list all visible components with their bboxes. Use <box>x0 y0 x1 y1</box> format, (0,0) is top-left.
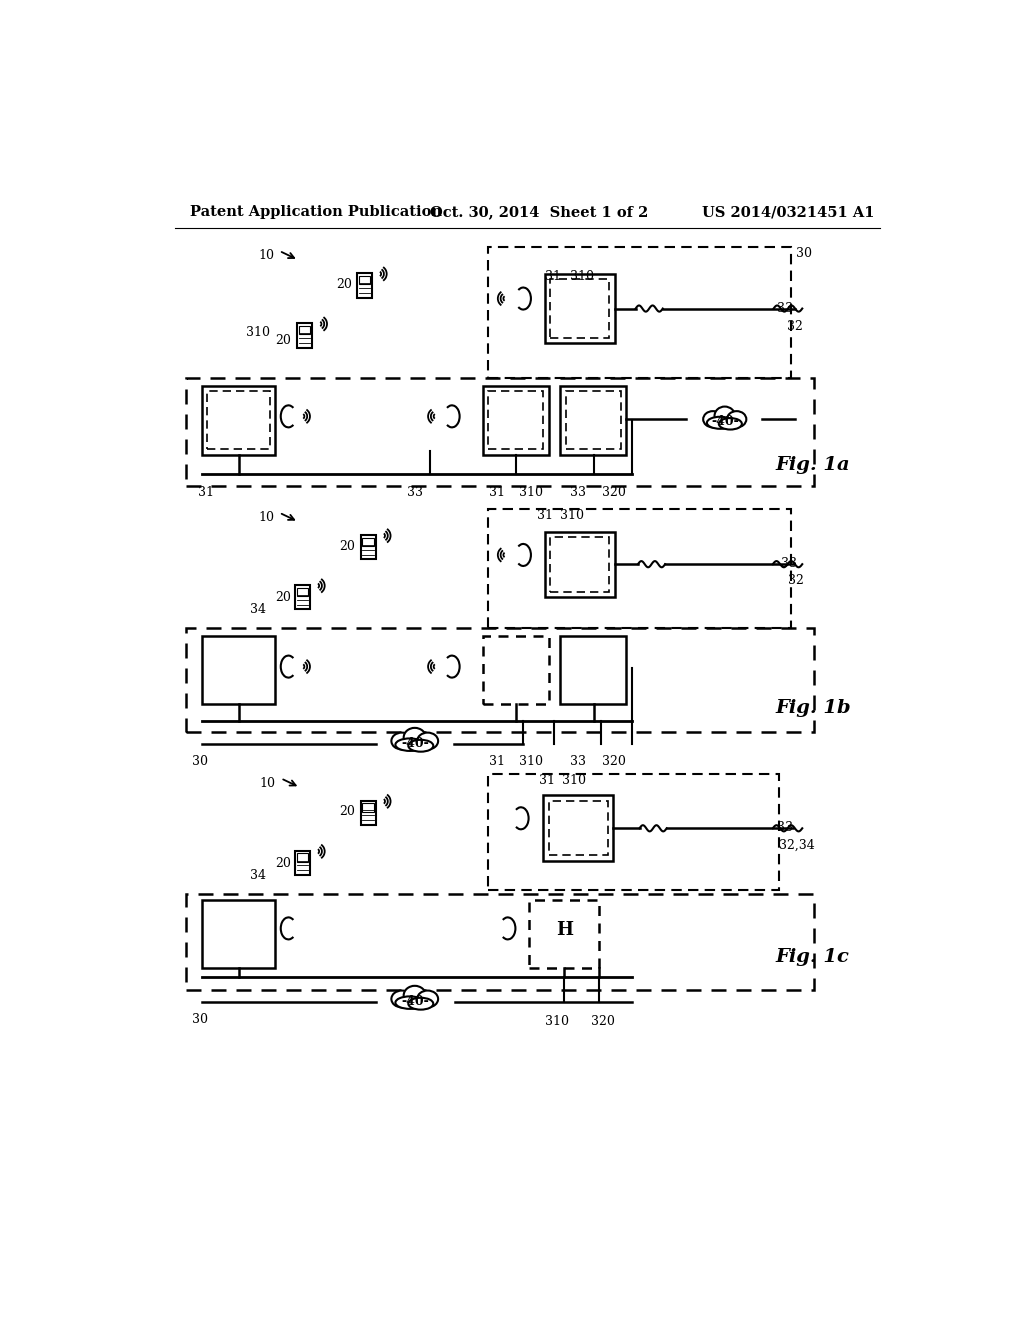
Text: US 2014/0321451 A1: US 2014/0321451 A1 <box>701 206 874 219</box>
Bar <box>202 385 275 455</box>
Bar <box>483 636 549 704</box>
Bar <box>295 585 309 610</box>
Bar <box>186 894 814 990</box>
Text: 20: 20 <box>340 805 355 818</box>
Text: 30: 30 <box>191 1014 208 1026</box>
Text: -40-: -40- <box>400 995 429 1008</box>
Text: 33: 33 <box>780 557 797 570</box>
Bar <box>549 800 607 855</box>
Bar <box>488 775 779 890</box>
Text: 31: 31 <box>489 487 505 499</box>
Bar <box>362 803 374 812</box>
Bar <box>544 795 613 861</box>
Text: Fig. 1a: Fig. 1a <box>775 457 850 474</box>
Text: 320: 320 <box>591 1015 614 1028</box>
Text: -40-: -40- <box>711 416 738 428</box>
Bar <box>360 535 376 560</box>
Text: H: H <box>556 921 572 939</box>
Bar <box>550 280 609 338</box>
Ellipse shape <box>417 733 438 750</box>
Ellipse shape <box>403 986 426 1006</box>
Bar <box>550 537 609 591</box>
Text: 10: 10 <box>258 511 274 524</box>
Ellipse shape <box>409 998 433 1010</box>
Text: -40-: -40- <box>400 737 429 750</box>
Bar <box>560 385 627 455</box>
Text: 30: 30 <box>796 247 812 260</box>
Text: 320: 320 <box>602 487 626 499</box>
Bar <box>488 391 544 449</box>
Text: 33: 33 <box>777 821 794 834</box>
Text: 310: 310 <box>569 271 594 282</box>
Text: 310: 310 <box>560 508 585 521</box>
Bar <box>297 323 312 347</box>
Text: 34: 34 <box>251 603 266 616</box>
Text: 33: 33 <box>569 487 586 499</box>
Text: 10: 10 <box>258 249 274 263</box>
Text: 32: 32 <box>788 574 804 587</box>
Text: 20: 20 <box>340 540 355 553</box>
Text: Patent Application Publication: Patent Application Publication <box>190 206 442 219</box>
Text: 310: 310 <box>518 487 543 499</box>
Text: 30: 30 <box>191 755 208 768</box>
Bar <box>560 636 627 704</box>
Bar <box>360 801 376 825</box>
Text: 31: 31 <box>538 508 553 521</box>
Text: 320: 320 <box>602 755 626 768</box>
Text: 33: 33 <box>569 755 586 768</box>
Ellipse shape <box>391 733 413 750</box>
Ellipse shape <box>395 738 424 751</box>
Text: 10: 10 <box>259 776 275 789</box>
Ellipse shape <box>715 407 735 425</box>
Text: 310: 310 <box>246 326 269 339</box>
Bar <box>297 853 308 862</box>
Bar <box>529 900 599 968</box>
Text: 310: 310 <box>518 755 543 768</box>
Text: Oct. 30, 2014  Sheet 1 of 2: Oct. 30, 2014 Sheet 1 of 2 <box>430 206 648 219</box>
Text: 31: 31 <box>489 755 505 768</box>
Bar <box>207 391 270 449</box>
Bar <box>202 636 275 704</box>
Text: 31: 31 <box>545 271 561 282</box>
Text: Fig. 1b: Fig. 1b <box>775 698 851 717</box>
Bar <box>545 532 614 598</box>
Bar <box>488 508 791 628</box>
Bar <box>545 275 614 343</box>
Text: 32: 32 <box>786 321 803 333</box>
Text: 31: 31 <box>539 775 555 788</box>
Bar <box>357 273 372 297</box>
Ellipse shape <box>391 990 413 1007</box>
Ellipse shape <box>727 411 746 428</box>
Text: 20: 20 <box>275 334 291 347</box>
Ellipse shape <box>719 418 741 429</box>
Text: 310: 310 <box>545 1015 569 1028</box>
Bar <box>295 851 309 875</box>
Bar <box>299 326 310 334</box>
Bar <box>483 385 549 455</box>
Bar <box>202 900 275 968</box>
Bar <box>362 537 374 546</box>
Text: 33: 33 <box>407 487 423 499</box>
Text: Fig. 1c: Fig. 1c <box>775 948 849 965</box>
Ellipse shape <box>403 727 426 747</box>
Bar <box>488 247 791 378</box>
Bar <box>566 391 621 449</box>
Text: 34: 34 <box>251 869 266 882</box>
Text: 310: 310 <box>562 775 586 788</box>
Text: 31: 31 <box>198 487 214 499</box>
Text: 20: 20 <box>336 277 351 290</box>
Ellipse shape <box>395 997 424 1008</box>
Ellipse shape <box>409 739 433 751</box>
Ellipse shape <box>707 417 733 429</box>
Ellipse shape <box>703 411 723 428</box>
Ellipse shape <box>417 990 438 1007</box>
Text: 32,34: 32,34 <box>779 838 815 851</box>
Text: 20: 20 <box>275 591 291 605</box>
Text: 33: 33 <box>777 302 794 315</box>
Bar <box>186 378 814 486</box>
Bar <box>186 628 814 733</box>
Bar <box>358 276 370 284</box>
Bar <box>297 587 308 597</box>
Text: 20: 20 <box>275 857 291 870</box>
